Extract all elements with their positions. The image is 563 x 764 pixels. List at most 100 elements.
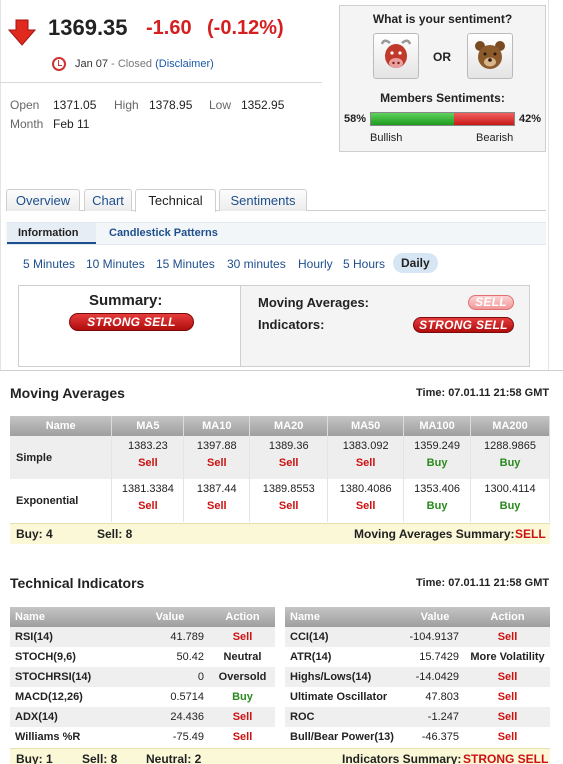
- sentiment-bar-bullish: [371, 113, 454, 125]
- moving-averages-footer: Buy: 4 Sell: 8 Moving Averages Summary: …: [10, 523, 550, 544]
- indicator-action: Oversold: [210, 667, 275, 687]
- bullish-percent: 58%: [344, 113, 367, 125]
- bearish-percent: 42%: [519, 113, 542, 125]
- indicator-value: 50.42: [130, 647, 210, 667]
- signal: Buy: [426, 457, 448, 469]
- signal: Sell: [278, 457, 299, 469]
- stat-month-label: Month: [10, 117, 44, 131]
- indicator-value: 47.803: [405, 687, 465, 707]
- indicator-name: ADX(14): [10, 707, 130, 727]
- indicator-action: Sell: [465, 667, 550, 687]
- indicator-action: Sell: [465, 727, 550, 747]
- signal: Sell: [278, 500, 299, 512]
- table-row: RSI(14) 41.789 Sell: [10, 627, 275, 647]
- bear-icon: [475, 41, 505, 69]
- sentiment-bar: [370, 112, 515, 126]
- disclaimer-link[interactable]: (Disclaimer): [155, 58, 214, 70]
- subtab-candlestick-patterns[interactable]: Candlestick Patterns: [109, 227, 218, 239]
- timeframe-5-minutes[interactable]: 5 Minutes: [23, 257, 76, 271]
- bullish-vote-button[interactable]: [373, 33, 419, 79]
- indicator-name: Williams %R: [10, 727, 130, 747]
- ma-cell: 1300.4114 Buy: [470, 479, 550, 522]
- stat-low-value: 1352.95: [241, 98, 285, 112]
- ti-summary-label: Indicators Summary:: [342, 752, 462, 764]
- tab-overview[interactable]: Overview: [6, 189, 80, 211]
- signal: Buy: [426, 500, 448, 512]
- indicator-name: RSI(14): [10, 627, 130, 647]
- table-row: Simple 1383.23 Sell 1397.88 Sell 1389.36 Se…: [10, 436, 550, 479]
- subtab-information[interactable]: Information: [18, 227, 79, 239]
- quote-date: Jan 07: [75, 58, 109, 70]
- summary-title: Summary:: [89, 292, 163, 309]
- column-header: MA10: [183, 416, 251, 436]
- table-row: Highs/Lows(14) -14.0429 Sell: [285, 667, 550, 687]
- table-header-row: Name Value Action: [285, 607, 550, 627]
- tab-sentiments[interactable]: Sentiments: [219, 189, 307, 211]
- market-status: - Closed: [111, 58, 153, 70]
- ma-cell: 1288.9865 Buy: [470, 436, 550, 479]
- down-arrow-icon: [8, 19, 36, 46]
- table-row: ADX(14) 24.436 Sell: [10, 707, 275, 727]
- ma-summary-label: Moving Averages Summary:: [354, 527, 515, 541]
- stat-low-label: Low: [209, 98, 232, 112]
- table-row: ROC -1.247 Sell: [285, 707, 550, 727]
- indicator-name: CCI(14): [285, 627, 405, 647]
- column-header: MA100: [403, 416, 472, 436]
- table-row: STOCH(9,6) 50.42 Neutral: [10, 647, 275, 667]
- sentiment-panel: What is your sentiment? OR Members Senti…: [339, 5, 546, 152]
- table-row: Exponential 1381.3384 Sell 1387.44 Sell 13…: [10, 479, 550, 522]
- summary-signal-badge: STRONG SELL: [69, 313, 194, 331]
- indicator-name: MACD(12,26): [10, 687, 130, 707]
- indicator-action: Sell: [465, 687, 550, 707]
- indicator-name: STOCH(9,6): [10, 647, 130, 667]
- bearish-vote-button[interactable]: [467, 33, 513, 79]
- timeframe-30-minutes[interactable]: 30 minutes: [227, 257, 286, 271]
- timeframe-5-hours[interactable]: 5 Hours: [343, 257, 386, 271]
- column-header: Name: [10, 607, 130, 627]
- quote-date-line: Jan 07 - Closed (Disclaimer): [75, 58, 214, 70]
- clock-icon: [52, 57, 66, 71]
- indicators-table-right: Name Value Action CCI(14) -104.9137 Sell AT…: [285, 607, 550, 747]
- timeframe-10-minutes[interactable]: 10 Minutes: [86, 257, 145, 271]
- ti-sell-count: Sell: 8: [82, 752, 118, 764]
- stat-open-value: 1371.05: [53, 98, 97, 112]
- indicator-action: Sell: [210, 627, 275, 647]
- ma-cell: 1387.44 Sell: [183, 479, 251, 522]
- members-sentiment-title: Members Sentiments:: [380, 91, 505, 105]
- ma-buy-count: Buy: 4: [16, 527, 53, 541]
- ma-sell-count: Sell: 8: [97, 527, 133, 541]
- indicator-value: 0.5714: [130, 687, 210, 707]
- column-header: MA20: [249, 416, 329, 436]
- ma-cell: 1397.88 Sell: [183, 436, 251, 479]
- indicator-value: -14.0429: [405, 667, 465, 687]
- indicator-name: STOCHRSI(14): [10, 667, 130, 687]
- table-row: STOCHRSI(14) 0 Oversold: [10, 667, 275, 687]
- timeframe-15-minutes[interactable]: 15 Minutes: [156, 257, 215, 271]
- column-header: Name: [10, 416, 113, 436]
- indicator-value: -104.9137: [405, 627, 465, 647]
- timeframe-daily[interactable]: Daily: [393, 253, 438, 273]
- indicator-value: -75.49: [130, 727, 210, 747]
- table-row: ATR(14) 15.7429 More Volatility: [285, 647, 550, 667]
- timeframe-hourly[interactable]: Hourly: [298, 257, 333, 271]
- column-header: MA200: [470, 416, 550, 436]
- signal: Sell: [355, 500, 376, 512]
- tab-technical[interactable]: Technical: [135, 189, 216, 212]
- technical-indicators-time: Time: 07.01.11 21:58 GMT: [416, 577, 550, 589]
- column-header: Action: [465, 607, 550, 627]
- ma-cell: 1383.092 Sell: [327, 436, 405, 479]
- stat-high-value: 1378.95: [149, 98, 193, 112]
- tab-chart[interactable]: Chart: [84, 189, 132, 211]
- subtab-bar: [6, 222, 546, 245]
- table-row: Ultimate Oscillator 47.803 Sell: [285, 687, 550, 707]
- quote-price: 1369.35: [48, 15, 128, 40]
- indicator-value: 41.789: [130, 627, 210, 647]
- table-row: Williams %R -75.49 Sell: [10, 727, 275, 747]
- indicator-name: ATR(14): [285, 647, 405, 667]
- technical-indicators-title: Technical Indicators: [10, 575, 145, 591]
- signal: Sell: [138, 457, 158, 469]
- indicator-value: -46.375: [405, 727, 465, 747]
- summary-indicators-label: Indicators:: [258, 317, 325, 332]
- indicator-value: 15.7429: [405, 647, 465, 667]
- stat-open-label: Open: [10, 98, 40, 112]
